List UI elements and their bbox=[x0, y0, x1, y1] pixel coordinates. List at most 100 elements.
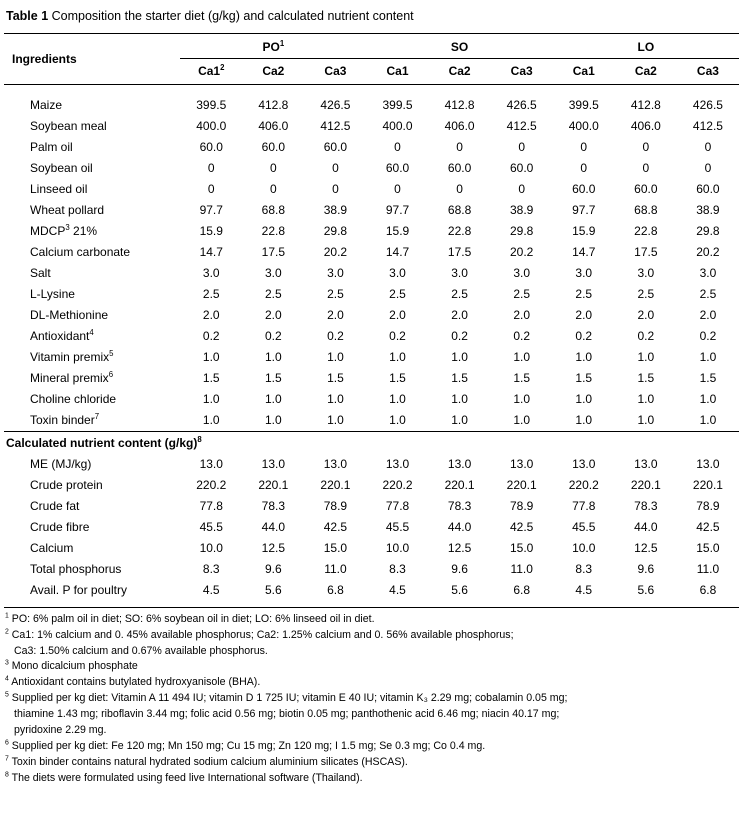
footnote-marker: 2 bbox=[5, 628, 9, 636]
value-cell: 0 bbox=[456, 140, 463, 155]
value-cell: 3.0 bbox=[637, 266, 655, 281]
footnote: 1 PO: 6% palm oil in diet; SO: 6% soybea… bbox=[5, 612, 375, 625]
value-cell: 38.9 bbox=[510, 203, 534, 218]
value-cell: 0 bbox=[518, 140, 526, 155]
value-cell: 77.8 bbox=[385, 498, 410, 513]
value-cell: 2.5 bbox=[575, 287, 593, 302]
value-cell: 22.8 bbox=[634, 224, 658, 239]
value-cell: 2.5 bbox=[513, 287, 531, 302]
footnote-marker: 8 bbox=[197, 434, 202, 444]
value-cell: 97.7 bbox=[572, 203, 596, 218]
value-cell: 1.0 bbox=[637, 350, 655, 365]
table-row: DL-Methionine 2.0 2.0 2.0 2.0 2.0 2.0 2.0 2.0 2.0 bbox=[4, 305, 739, 326]
footnote-marker: 7 bbox=[5, 755, 9, 763]
value-cell: 0 bbox=[704, 161, 712, 176]
value-cell: 1.5 bbox=[513, 371, 531, 386]
table-row: L-Lysine 2.5 2.5 2.5 2.5 2.5 2.5 2.5 2.5 2.5 bbox=[4, 284, 739, 305]
section-header-row: Calculated nutrient content (g/kg)8 bbox=[4, 430, 739, 454]
value-cell: 0 bbox=[456, 182, 463, 197]
value-cell: 15.9 bbox=[199, 224, 223, 239]
value-cell: 0.2 bbox=[389, 329, 406, 344]
value-cell: 13.0 bbox=[447, 456, 472, 471]
value-cell: 412.8 bbox=[630, 98, 661, 113]
value-cell: 1.0 bbox=[699, 350, 717, 365]
value-cell: 1.0 bbox=[699, 392, 717, 407]
column-header-ca2-po: Ca2 bbox=[242, 58, 305, 86]
value-cell: 0 bbox=[269, 161, 277, 176]
footnote: 8 The diets were formulated using feed l… bbox=[5, 771, 363, 784]
value-cell: 12.5 bbox=[447, 540, 472, 555]
row-label: Avail. P for poultry bbox=[4, 579, 181, 608]
value-cell: 1.0 bbox=[513, 350, 531, 365]
value-cell: 68.8 bbox=[447, 203, 472, 218]
value-cell: 15.0 bbox=[510, 540, 534, 555]
row-label: ME (MJ/kg) bbox=[30, 456, 92, 471]
value-cell: 3.0 bbox=[575, 266, 593, 281]
value-cell: 1.0 bbox=[202, 392, 220, 407]
value-cell: 13.0 bbox=[696, 456, 720, 471]
subheader-row: Ca12 Ca2 Ca3 Ca1 Ca2 Ca3 Ca1 Ca2 Ca3 bbox=[4, 58, 739, 86]
value-cell: 12.5 bbox=[261, 540, 286, 555]
value-cell: 13.0 bbox=[510, 456, 534, 471]
table-row: Soybean meal 400.0 406.0 412.5 400.0 406.0 412… bbox=[4, 116, 739, 137]
value-cell: 60.0 bbox=[447, 161, 472, 176]
value-cell: 1.5 bbox=[202, 371, 220, 386]
value-cell: 0.2 bbox=[513, 329, 531, 344]
value-cell: 399.5 bbox=[196, 98, 227, 113]
value-cell: 5.6 bbox=[614, 579, 677, 608]
value-cell: 412.5 bbox=[506, 119, 537, 134]
value-cell: 45.5 bbox=[199, 519, 223, 534]
value-cell: 78.3 bbox=[261, 498, 286, 513]
value-cell: 29.8 bbox=[323, 224, 348, 239]
value-cell: 1.5 bbox=[637, 371, 655, 386]
value-cell: 1.0 bbox=[575, 350, 593, 365]
value-cell: 13.0 bbox=[634, 456, 658, 471]
value-cell: 2.0 bbox=[637, 308, 655, 323]
value-cell: 1.5 bbox=[451, 371, 468, 386]
row-label: Palm oil bbox=[30, 140, 73, 155]
value-cell: 11.0 bbox=[696, 561, 720, 576]
value-cell: 1.5 bbox=[264, 371, 282, 386]
value-cell: 2.5 bbox=[327, 287, 344, 302]
value-cell: 1.0 bbox=[202, 350, 220, 365]
value-cell: 220.1 bbox=[320, 477, 351, 492]
value-cell: 220.2 bbox=[196, 477, 227, 492]
value-cell: 1.0 bbox=[202, 413, 220, 428]
table-row: Avail. P for poultry 4.5 5.6 6.8 4.5 5.6 6.8 4.… bbox=[4, 579, 739, 608]
footnote: 5 Supplied per kg diet: Vitamin A 11 494… bbox=[5, 691, 568, 736]
value-cell: 220.1 bbox=[444, 477, 475, 492]
value-cell: 1.0 bbox=[327, 350, 344, 365]
row-label: Mineral premix6 bbox=[30, 370, 114, 386]
value-cell: 399.5 bbox=[568, 98, 599, 113]
value-cell: 13.0 bbox=[572, 456, 596, 471]
table-row: Calcium 10.0 12.5 15.0 10.0 12.5 15.0 10.0 12.5 1… bbox=[4, 537, 739, 558]
footnote-marker: 6 bbox=[108, 370, 114, 380]
value-cell: 78.3 bbox=[447, 498, 472, 513]
value-cell: 412.8 bbox=[444, 98, 475, 113]
group-label-po: PO bbox=[262, 40, 280, 55]
value-cell: 412.8 bbox=[258, 98, 289, 113]
value-cell: 220.2 bbox=[568, 477, 599, 492]
value-cell: 97.7 bbox=[385, 203, 410, 218]
value-cell: 1.0 bbox=[264, 413, 282, 428]
value-cell: 1.0 bbox=[451, 392, 468, 407]
value-cell: 17.5 bbox=[634, 245, 658, 260]
value-cell: 406.0 bbox=[444, 119, 475, 134]
value-cell: 42.5 bbox=[510, 519, 534, 534]
value-cell: 8.3 bbox=[575, 561, 593, 576]
value-cell: 3.0 bbox=[513, 266, 531, 281]
row-label: Linseed oil bbox=[30, 182, 88, 197]
footnote-marker: 2 bbox=[220, 63, 225, 73]
value-cell: 13.0 bbox=[261, 456, 286, 471]
table-row: Wheat pollard 97.7 68.8 38.9 97.7 68.8 38.9 97.… bbox=[4, 200, 739, 221]
column-header-ca2-so: Ca2 bbox=[428, 58, 491, 86]
row-label: Salt bbox=[30, 266, 51, 281]
value-cell: 60.0 bbox=[199, 140, 223, 155]
value-cell: 10.0 bbox=[385, 540, 410, 555]
value-cell: 0 bbox=[332, 161, 339, 176]
value-cell: 3.0 bbox=[202, 266, 220, 281]
value-cell: 0.2 bbox=[327, 329, 344, 344]
value-cell: 1.0 bbox=[637, 413, 655, 428]
value-cell: 220.2 bbox=[382, 477, 413, 492]
value-cell: 60.0 bbox=[323, 140, 348, 155]
